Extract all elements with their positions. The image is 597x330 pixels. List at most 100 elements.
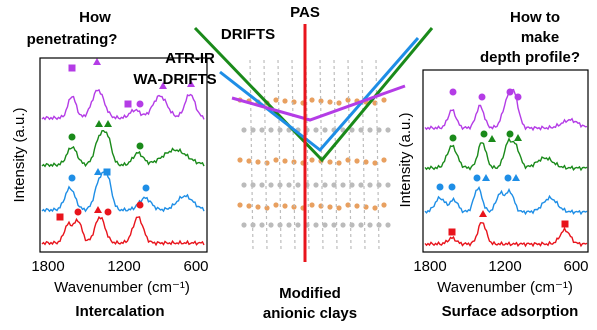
peak-marker [512,174,520,181]
left-caption: Intercalation [75,303,164,320]
clay-atom [286,182,291,187]
clay-atom [322,222,327,227]
peak-marker [479,94,486,101]
clay-atom [268,182,273,187]
peak-marker [481,131,488,138]
clay-atom [309,97,314,102]
technique-label: DRIFTS [221,26,275,43]
right-caption: Surface adsorption [442,303,579,320]
right-y-label: Intensity (a.u.) [397,112,414,207]
clay-atom [322,182,327,187]
right-x-tick: 1200 [488,258,521,275]
technique-label: WA-DRIFTS [133,71,216,88]
clay-atom [295,182,300,187]
clay-chain [334,60,337,250]
peak-marker [507,89,514,96]
clay-atom [246,203,251,208]
peak-marker [474,175,481,182]
technique-label: PAS [290,4,320,21]
clay-atom [241,127,246,132]
clay-atom [264,205,269,210]
right-question: make [521,29,559,46]
clay-atom [385,182,390,187]
left-question: How [79,9,111,26]
clay-structure [237,60,390,250]
clay-atom [376,182,381,187]
clay-atom [385,222,390,227]
clay-atom [385,127,390,132]
spectrum [425,90,587,130]
peak-marker [137,143,144,150]
right-question: depth profile? [480,49,580,66]
clay-atom [259,127,264,132]
graphical-abstract: How penetrating? Intensity (a.u.) 1800 1… [0,0,597,325]
clay-atom [322,127,327,132]
spectrum [42,217,204,245]
peak-marker [94,206,102,213]
clay-atom [354,158,359,163]
peak-marker [57,214,64,221]
left-question: penetrating? [27,31,118,48]
peak-marker [137,101,144,108]
peak-marker [507,131,514,138]
clay-atom [336,205,341,210]
left-x-label: Wavenumber (cm⁻¹) [54,279,190,296]
clay-atom [367,127,372,132]
peak-marker [143,185,150,192]
right-x-tick: 1800 [413,258,446,275]
center-caption: anionic clays [263,305,357,322]
right-question: How to [510,9,560,26]
clay-atom [336,160,341,165]
clay-chain [278,60,281,250]
spectrum [42,131,204,167]
clay-atom [372,160,377,165]
clay-atom [327,159,332,164]
peak-marker [437,184,444,191]
left-x-tick: 1800 [31,258,64,275]
clay-atom [340,222,345,227]
clay-atom [381,202,386,207]
clay-atom [255,204,260,209]
peak-marker [125,101,132,108]
spectrum [425,139,587,170]
clay-atom [250,182,255,187]
clay-atom [358,182,363,187]
clay-atom [273,202,278,207]
clay-atom [259,182,264,187]
clay-atom [237,202,242,207]
left-x-tick: 1200 [107,258,140,275]
peak-marker [69,175,76,182]
right-x-label: Wavenumber (cm⁻¹) [437,279,573,296]
center-caption: Modified [279,285,341,302]
peak-marker [450,89,457,96]
clay-chain [292,60,295,250]
clay-atom [282,158,287,163]
clay-atom [340,182,345,187]
peak-marker [137,202,144,209]
left-y-label: Intensity (a.u.) [11,107,28,202]
peak-marker [449,229,456,236]
clay-chain [348,60,351,250]
left-x-tick: 600 [183,258,208,275]
peak-marker [450,135,457,142]
clay-atom [331,222,336,227]
clay-atom [309,202,314,207]
clay-atom [309,157,314,162]
peak-marker [104,120,112,127]
spectrum [42,172,204,211]
clay-atom [273,97,278,102]
clay-chain [320,60,323,250]
clay-atom [259,222,264,227]
peak-marker [75,209,82,216]
clay-atom [246,158,251,163]
peak-marker [449,184,456,191]
clay-atom [241,222,246,227]
clay-chain [362,60,365,250]
right-x-tick: 600 [563,258,588,275]
clay-atom [367,182,372,187]
peak-marker [69,134,76,141]
clay-atom [313,222,318,227]
clay-atom [372,205,377,210]
clay-atom [358,222,363,227]
clay-atom [381,157,386,162]
